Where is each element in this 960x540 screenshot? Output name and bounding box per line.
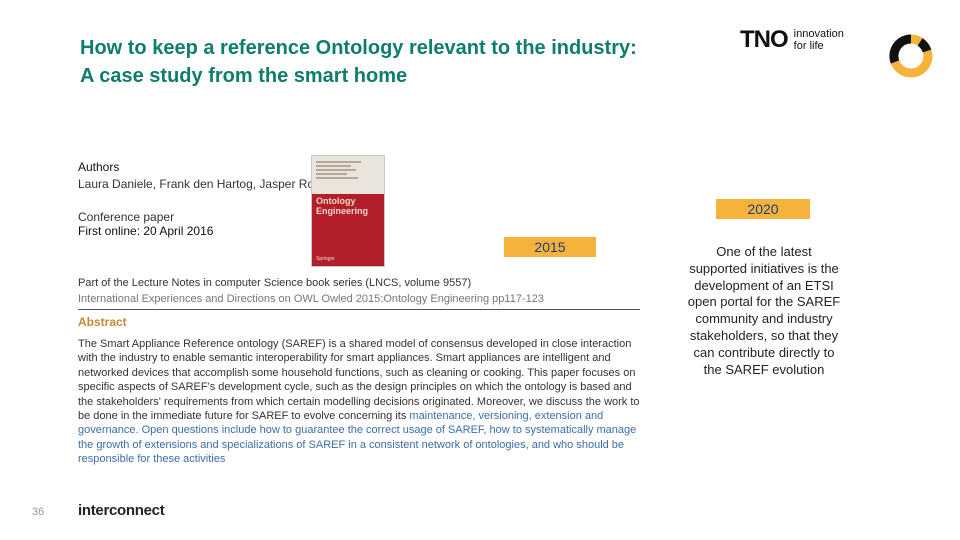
book-cover-image: Ontology Engineering Springer: [312, 156, 384, 266]
side-note: One of the latest supported initiatives …: [687, 244, 841, 377]
series-line: Part of the Lecture Notes in computer Sc…: [78, 277, 472, 289]
tno-tagline-line1: innovation: [793, 28, 844, 40]
cover-title: Ontology Engineering: [316, 196, 369, 216]
series-info: Part of the Lecture Notes in computer Sc…: [78, 275, 544, 307]
ring-logo-icon: [889, 34, 933, 78]
year-badge-2020: 2020: [716, 199, 810, 219]
interconnect-logo: interconnect: [78, 502, 165, 519]
slide-title-line1: How to keep a reference Ontology relevan…: [80, 37, 637, 59]
tno-logo-word: TNO: [740, 26, 789, 53]
slide-number: 36: [32, 506, 45, 518]
slide-title: How to keep a reference Ontology relevan…: [80, 34, 637, 90]
tno-tagline: innovation for life: [794, 28, 844, 52]
slide-title-line2: A case study from the smart home: [80, 65, 408, 87]
cover-publisher: Springer: [316, 256, 335, 262]
online-date: First online: 20 April 2016: [78, 224, 214, 238]
abstract-text: The Smart Appliance Reference ontology (…: [78, 337, 644, 467]
authors-list: Laura Daniele, Frank den Hartog, Jasper …: [78, 177, 327, 191]
proceedings-line: International Experiences and Directions…: [78, 293, 544, 305]
tno-tagline-line2: for life: [793, 40, 824, 52]
abstract-highlight: maintenance, versioning, extension and g…: [78, 410, 637, 466]
paper-type: Conference paper: [78, 210, 175, 224]
divider: [78, 309, 640, 310]
abstract-heading: Abstract: [78, 315, 127, 329]
year-badge-2015: 2015: [504, 237, 596, 257]
abstract-body: The Smart Appliance Reference ontology (…: [78, 338, 640, 423]
cover-header: [312, 156, 384, 194]
tno-logo: TNO innovation for life: [740, 26, 844, 54]
authors-heading: Authors: [78, 160, 120, 174]
